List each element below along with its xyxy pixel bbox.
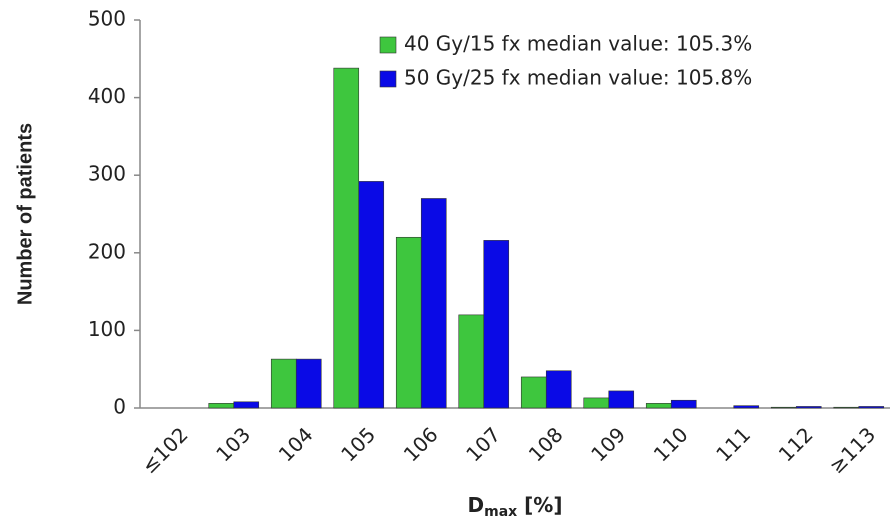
y-tick-label: 300 xyxy=(88,162,126,186)
bar xyxy=(833,406,860,409)
x-label-main: D xyxy=(468,493,485,517)
bar xyxy=(770,406,797,409)
x-tick-label: ≥113 xyxy=(824,422,880,478)
x-tick-label: 111 xyxy=(711,422,755,466)
x-axis-label: Dmax [%] xyxy=(468,493,563,521)
x-tick-label: 104 xyxy=(274,422,318,466)
bar xyxy=(295,358,322,409)
bar xyxy=(858,406,885,409)
bar xyxy=(670,399,697,409)
bar xyxy=(795,406,822,409)
x-tick-label: 103 xyxy=(211,422,255,466)
bar xyxy=(608,390,635,409)
bar xyxy=(733,405,760,409)
x-tick-label: 106 xyxy=(399,422,443,466)
bar xyxy=(545,370,572,409)
legend-label: 40 Gy/15 fx median value: 105.3% xyxy=(404,32,752,56)
bar xyxy=(208,403,235,409)
x-label-rest: [%] xyxy=(517,493,562,517)
x-tick-label: ≤102 xyxy=(137,422,193,478)
x-label-sub: max xyxy=(484,504,517,520)
x-tick-label: 109 xyxy=(586,422,630,466)
x-tick-label: 112 xyxy=(774,422,818,466)
y-tick-label: 0 xyxy=(113,395,126,419)
bar xyxy=(233,401,260,409)
legend-swatch xyxy=(379,70,397,88)
legend-label: 50 Gy/25 fx median value: 105.8% xyxy=(404,66,752,90)
bar xyxy=(583,397,610,409)
x-tick-label: 105 xyxy=(336,422,380,466)
bar xyxy=(358,181,385,409)
y-tick-label: 100 xyxy=(88,317,126,341)
y-tick-label: 200 xyxy=(88,239,126,263)
x-tick-label: 110 xyxy=(649,422,693,466)
bar xyxy=(483,240,510,409)
x-tick-label: 107 xyxy=(461,422,505,466)
bar xyxy=(420,198,447,409)
bar xyxy=(520,376,547,409)
bar xyxy=(395,236,422,409)
bar xyxy=(645,403,672,409)
x-tick-label: 108 xyxy=(524,422,568,466)
y-tick-label: 500 xyxy=(88,7,126,31)
y-tick-label: 400 xyxy=(88,84,126,108)
y-axis-label: Number of patients xyxy=(14,123,36,305)
bar xyxy=(333,67,360,409)
bar xyxy=(270,358,297,409)
legend-swatch xyxy=(379,36,397,54)
bar xyxy=(458,314,485,409)
